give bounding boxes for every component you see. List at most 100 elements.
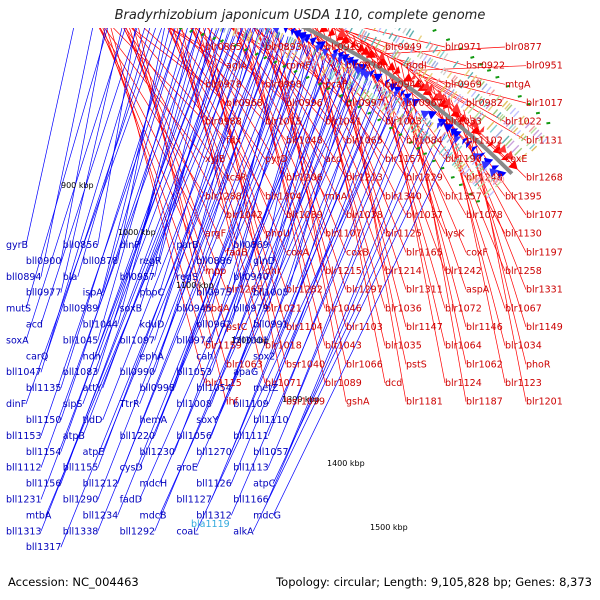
leader-line <box>211 52 322 373</box>
feature-segment <box>362 90 370 100</box>
gene-arrow <box>393 66 401 75</box>
feature-segment <box>277 44 283 55</box>
gene-label: mtbA <box>26 510 52 521</box>
feature-segment <box>425 72 433 82</box>
forward-strand-genes <box>310 28 518 170</box>
gene-label: bll1154 <box>26 447 62 458</box>
gene-label: gshA <box>346 397 370 408</box>
feature-segment <box>494 94 502 102</box>
feature-segment <box>373 28 376 31</box>
feature-segment <box>504 102 511 110</box>
green-tick <box>506 84 511 88</box>
feature-segment <box>440 67 446 74</box>
gene-label: attY <box>83 383 102 394</box>
genome-summary: Topology: circular; Length: 9,105,828 bp… <box>276 575 592 589</box>
gene-label: blr0988 <box>205 117 242 128</box>
green-tick <box>54 4 56 7</box>
feature-segment <box>309 60 316 70</box>
feature-segment <box>357 14 360 20</box>
gene-arrow <box>198 0 205 7</box>
gene-label: blr0998 <box>265 79 302 90</box>
gene-arrow <box>469 118 479 128</box>
gene-label: coxB <box>346 247 369 258</box>
gene-label: bll0991 <box>253 320 289 331</box>
kbp-ticks: 900 kbp 1000 kbp 1100 kbp 1200 kbp 1300 kbp 1… <box>61 181 408 532</box>
leader-line <box>174 39 295 389</box>
gene-arrow <box>314 43 322 53</box>
feature-segment <box>402 56 410 66</box>
leader-line <box>159 47 312 421</box>
leader-line <box>391 57 506 85</box>
feature-segment <box>511 144 520 153</box>
gene-arrow <box>457 113 466 122</box>
gene-arrow <box>352 66 364 76</box>
feature-segment <box>456 145 463 152</box>
feature-segment <box>195 14 198 24</box>
leader-line <box>432 85 506 309</box>
gene-arrow <box>300 34 312 44</box>
feature-segment <box>347 9 350 15</box>
feature-segment <box>333 16 338 25</box>
feature-segment <box>310 4 314 13</box>
green-tick <box>189 29 194 34</box>
feature-segment <box>171 0 173 2</box>
gene-arrow <box>462 137 469 145</box>
feature-segment <box>354 85 362 95</box>
feature-segment <box>287 36 292 44</box>
gene-label: bsr1040 <box>286 359 325 370</box>
gene-label: bll1313 <box>6 526 42 537</box>
leader-line <box>123 28 227 253</box>
feature-segment <box>438 146 447 155</box>
leader-line <box>230 28 287 66</box>
gene-label: bll1153 <box>6 431 42 442</box>
gene-label: blr1268 <box>526 173 563 184</box>
feature-segment <box>379 87 385 94</box>
gene-arrow <box>204 0 213 9</box>
gene-label: coxF <box>466 247 488 258</box>
feature-segment <box>378 100 386 111</box>
leader-line <box>103 28 206 160</box>
gene-label: bll0962 <box>196 320 232 331</box>
gene-label: bla <box>63 272 78 283</box>
gene-label: blr1187 <box>466 397 503 408</box>
gene-label: blr1311 <box>406 285 443 296</box>
gene-label: blr0951 <box>526 61 563 72</box>
leader-line <box>159 72 359 516</box>
leader-line <box>272 140 455 516</box>
feature-segment <box>336 18 341 27</box>
feature-segment <box>170 7 172 17</box>
leader-line <box>196 28 254 246</box>
gene-label: blr1147 <box>406 322 443 333</box>
feature-segment <box>410 123 418 133</box>
gene-label: bll1292 <box>120 526 156 537</box>
map-title: Bradyrhizobium japonicum USDA 110, compl… <box>114 8 486 23</box>
feature-segment <box>383 44 391 54</box>
feature-segment <box>431 60 437 68</box>
gene-label: blr0967 <box>406 98 443 109</box>
gene-label: mdcH <box>139 479 167 490</box>
gene-arrow <box>471 145 478 154</box>
green-tick <box>243 47 248 52</box>
gene-arrow <box>373 73 383 83</box>
feature-segment <box>428 43 435 51</box>
leader-line <box>40 28 138 325</box>
leader-line <box>230 104 409 516</box>
gene-arrow <box>443 122 454 133</box>
green-tick <box>517 95 522 98</box>
gene-arrow <box>237 11 247 20</box>
feature-segment <box>465 170 474 179</box>
leader-line <box>139 58 334 500</box>
gene-label: bll1005 <box>253 288 289 299</box>
feature-segment <box>147 1 149 11</box>
feature-segment <box>512 127 519 134</box>
gene-label: blr0893 <box>265 42 302 53</box>
gene-label: dinP <box>120 240 141 251</box>
gene-label: blr1123 <box>505 378 542 389</box>
feature-segment <box>452 76 458 83</box>
gene-label: rpmF <box>286 61 311 72</box>
tick-label: 1500 kbp <box>370 523 408 532</box>
feature-segment <box>460 82 466 89</box>
feature-segment <box>421 131 429 141</box>
feature-segment <box>483 101 489 108</box>
gene-label: bll1155 <box>63 463 99 474</box>
